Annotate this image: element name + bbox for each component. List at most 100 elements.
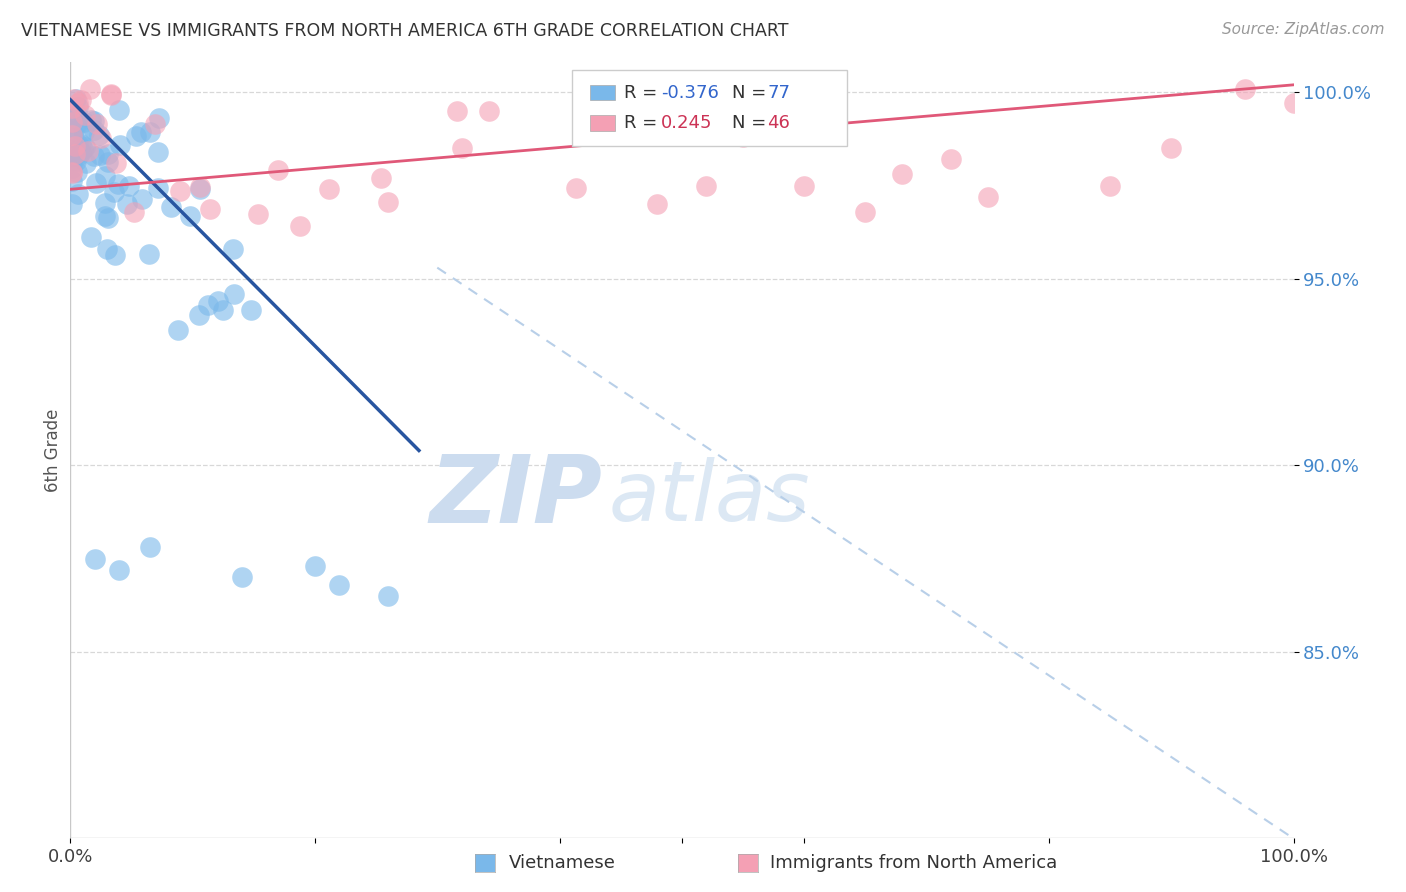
Point xyxy=(70,136,93,151)
Point xyxy=(104,248,127,262)
Point xyxy=(63,139,86,153)
Text: Vietnamese: Vietnamese xyxy=(509,855,616,872)
Point xyxy=(124,205,146,219)
Point xyxy=(80,229,103,244)
Point xyxy=(166,323,188,337)
Point xyxy=(318,182,340,196)
Point xyxy=(86,117,108,131)
Point xyxy=(200,202,222,216)
FancyBboxPatch shape xyxy=(591,115,614,131)
Point xyxy=(478,103,501,118)
Point xyxy=(1160,141,1182,155)
Point xyxy=(83,122,105,136)
Text: N =: N = xyxy=(733,114,772,132)
Point xyxy=(267,163,290,178)
Point xyxy=(139,541,162,555)
Point xyxy=(96,242,118,256)
Point xyxy=(222,286,245,301)
Text: 46: 46 xyxy=(768,114,790,132)
Point xyxy=(695,178,717,193)
Point xyxy=(73,115,96,129)
Point xyxy=(143,117,166,131)
Point xyxy=(793,178,815,193)
Point xyxy=(60,128,83,142)
Point xyxy=(89,148,111,162)
Point xyxy=(118,179,141,194)
Point xyxy=(80,112,103,127)
Point xyxy=(83,149,105,163)
Point xyxy=(60,115,83,129)
Text: N =: N = xyxy=(733,84,772,102)
Point xyxy=(75,140,97,154)
Point xyxy=(125,128,148,143)
Point xyxy=(79,82,101,96)
Point xyxy=(66,108,89,122)
Point xyxy=(221,242,243,256)
Point xyxy=(108,138,131,153)
Point xyxy=(66,165,89,179)
Point xyxy=(94,169,117,184)
Point xyxy=(97,154,120,169)
Point xyxy=(65,117,87,131)
Point xyxy=(247,207,270,221)
Point xyxy=(647,197,669,211)
Point xyxy=(100,87,122,102)
Point xyxy=(66,100,89,114)
Point xyxy=(240,302,263,317)
Point xyxy=(67,148,90,162)
Point xyxy=(115,197,138,211)
Point xyxy=(104,156,127,170)
Text: ZIP: ZIP xyxy=(429,451,602,543)
Point xyxy=(187,308,209,322)
Point xyxy=(450,141,472,155)
Text: -0.376: -0.376 xyxy=(661,84,718,102)
FancyBboxPatch shape xyxy=(591,85,614,101)
Point xyxy=(94,209,117,223)
Point xyxy=(148,111,170,125)
Point xyxy=(65,154,87,169)
Y-axis label: 6th Grade: 6th Grade xyxy=(44,409,62,492)
Point xyxy=(197,298,219,312)
Point xyxy=(939,153,962,167)
Point xyxy=(60,154,83,169)
Point xyxy=(976,190,998,204)
Point xyxy=(207,294,229,309)
Point xyxy=(148,181,170,195)
Point xyxy=(377,195,399,210)
Point xyxy=(855,204,877,219)
Point xyxy=(73,125,96,139)
Point xyxy=(62,131,84,145)
Point xyxy=(179,209,201,223)
Point xyxy=(188,182,211,196)
Point xyxy=(60,161,83,175)
Point xyxy=(97,211,120,225)
Point xyxy=(60,173,83,187)
Point xyxy=(62,124,84,138)
Point xyxy=(62,144,84,158)
Point xyxy=(67,136,90,151)
Text: R =: R = xyxy=(624,114,664,132)
Point xyxy=(70,93,93,107)
Text: R =: R = xyxy=(624,84,664,102)
Text: Source: ZipAtlas.com: Source: ZipAtlas.com xyxy=(1222,22,1385,37)
Point xyxy=(328,578,350,592)
Point xyxy=(90,130,112,145)
Point xyxy=(107,103,129,117)
Text: VIETNAMESE VS IMMIGRANTS FROM NORTH AMERICA 6TH GRADE CORRELATION CHART: VIETNAMESE VS IMMIGRANTS FROM NORTH AMER… xyxy=(21,22,789,40)
Point xyxy=(103,185,125,199)
Point xyxy=(60,197,83,211)
FancyBboxPatch shape xyxy=(572,70,846,146)
Text: atlas: atlas xyxy=(609,457,810,538)
Point xyxy=(108,563,131,577)
Point xyxy=(83,114,105,128)
Point xyxy=(93,195,115,210)
Point xyxy=(63,93,86,107)
Point xyxy=(73,107,96,121)
Point xyxy=(89,128,111,143)
Point xyxy=(231,570,253,584)
Point xyxy=(891,167,914,181)
Point xyxy=(66,186,89,201)
Point xyxy=(107,177,129,191)
Point xyxy=(733,130,755,145)
Point xyxy=(1233,81,1256,95)
